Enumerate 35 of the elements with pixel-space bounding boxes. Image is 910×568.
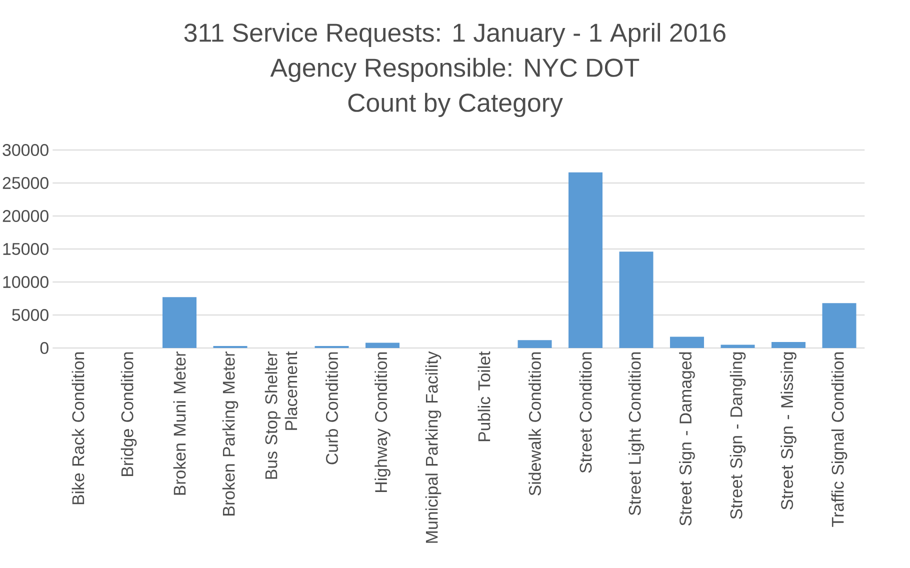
y-tick-label: 20000 <box>2 210 48 222</box>
x-tick-label: Street Sign - Missing <box>780 352 796 510</box>
text: Count by Category <box>348 92 563 118</box>
y-tick-label: 0 <box>40 342 48 354</box>
bar <box>162 297 197 348</box>
y-tick-label: 30000 <box>2 144 48 156</box>
y-tick-label: 10000 <box>3 276 48 288</box>
x-tick-label: Bridge Condition <box>120 352 137 476</box>
x-tick-label: Sidewalk Condition <box>528 352 541 496</box>
x-tick-label: Bike Rack Condition <box>72 352 84 504</box>
x-tick-label: Street Condition <box>579 352 592 473</box>
x-tick-label: Street Sign - Damaged <box>679 352 695 526</box>
bar <box>518 340 552 348</box>
y-tick-label: 25000 <box>2 176 48 189</box>
x-tick-label: Broken Parking Meter <box>222 352 238 516</box>
chart-subtitle: Agency Responsible: NYC DOT <box>270 58 640 82</box>
x-tick-label: Curb Condition <box>326 352 338 464</box>
x-tick-label: Municipal Parking Facility <box>425 351 442 543</box>
x-tick-label: Broken Muni Meter <box>173 351 186 495</box>
bar <box>670 336 704 348</box>
x-tick-label: Street Light Condition <box>628 352 644 516</box>
chart-title: 311 Service Requests: 1 January - 1 April 2016 <box>184 22 726 48</box>
bar <box>720 344 755 348</box>
bar <box>568 172 603 348</box>
bar <box>619 252 654 348</box>
y-tick-label: 5000 <box>12 308 48 321</box>
x-tick-label: Street Sign - Dangling <box>730 352 746 519</box>
x-tick-label: Public Toilet <box>478 351 490 442</box>
bar <box>366 342 400 348</box>
bar <box>772 342 806 348</box>
y-tick-label: 15000 <box>3 242 48 255</box>
bar <box>822 303 856 348</box>
x-tick-label: Bus Stop Shelter Placement <box>264 351 298 479</box>
x-tick-label: Highway Condition <box>374 352 390 492</box>
x-tick-label: Traffic Signal Condition <box>831 352 848 527</box>
